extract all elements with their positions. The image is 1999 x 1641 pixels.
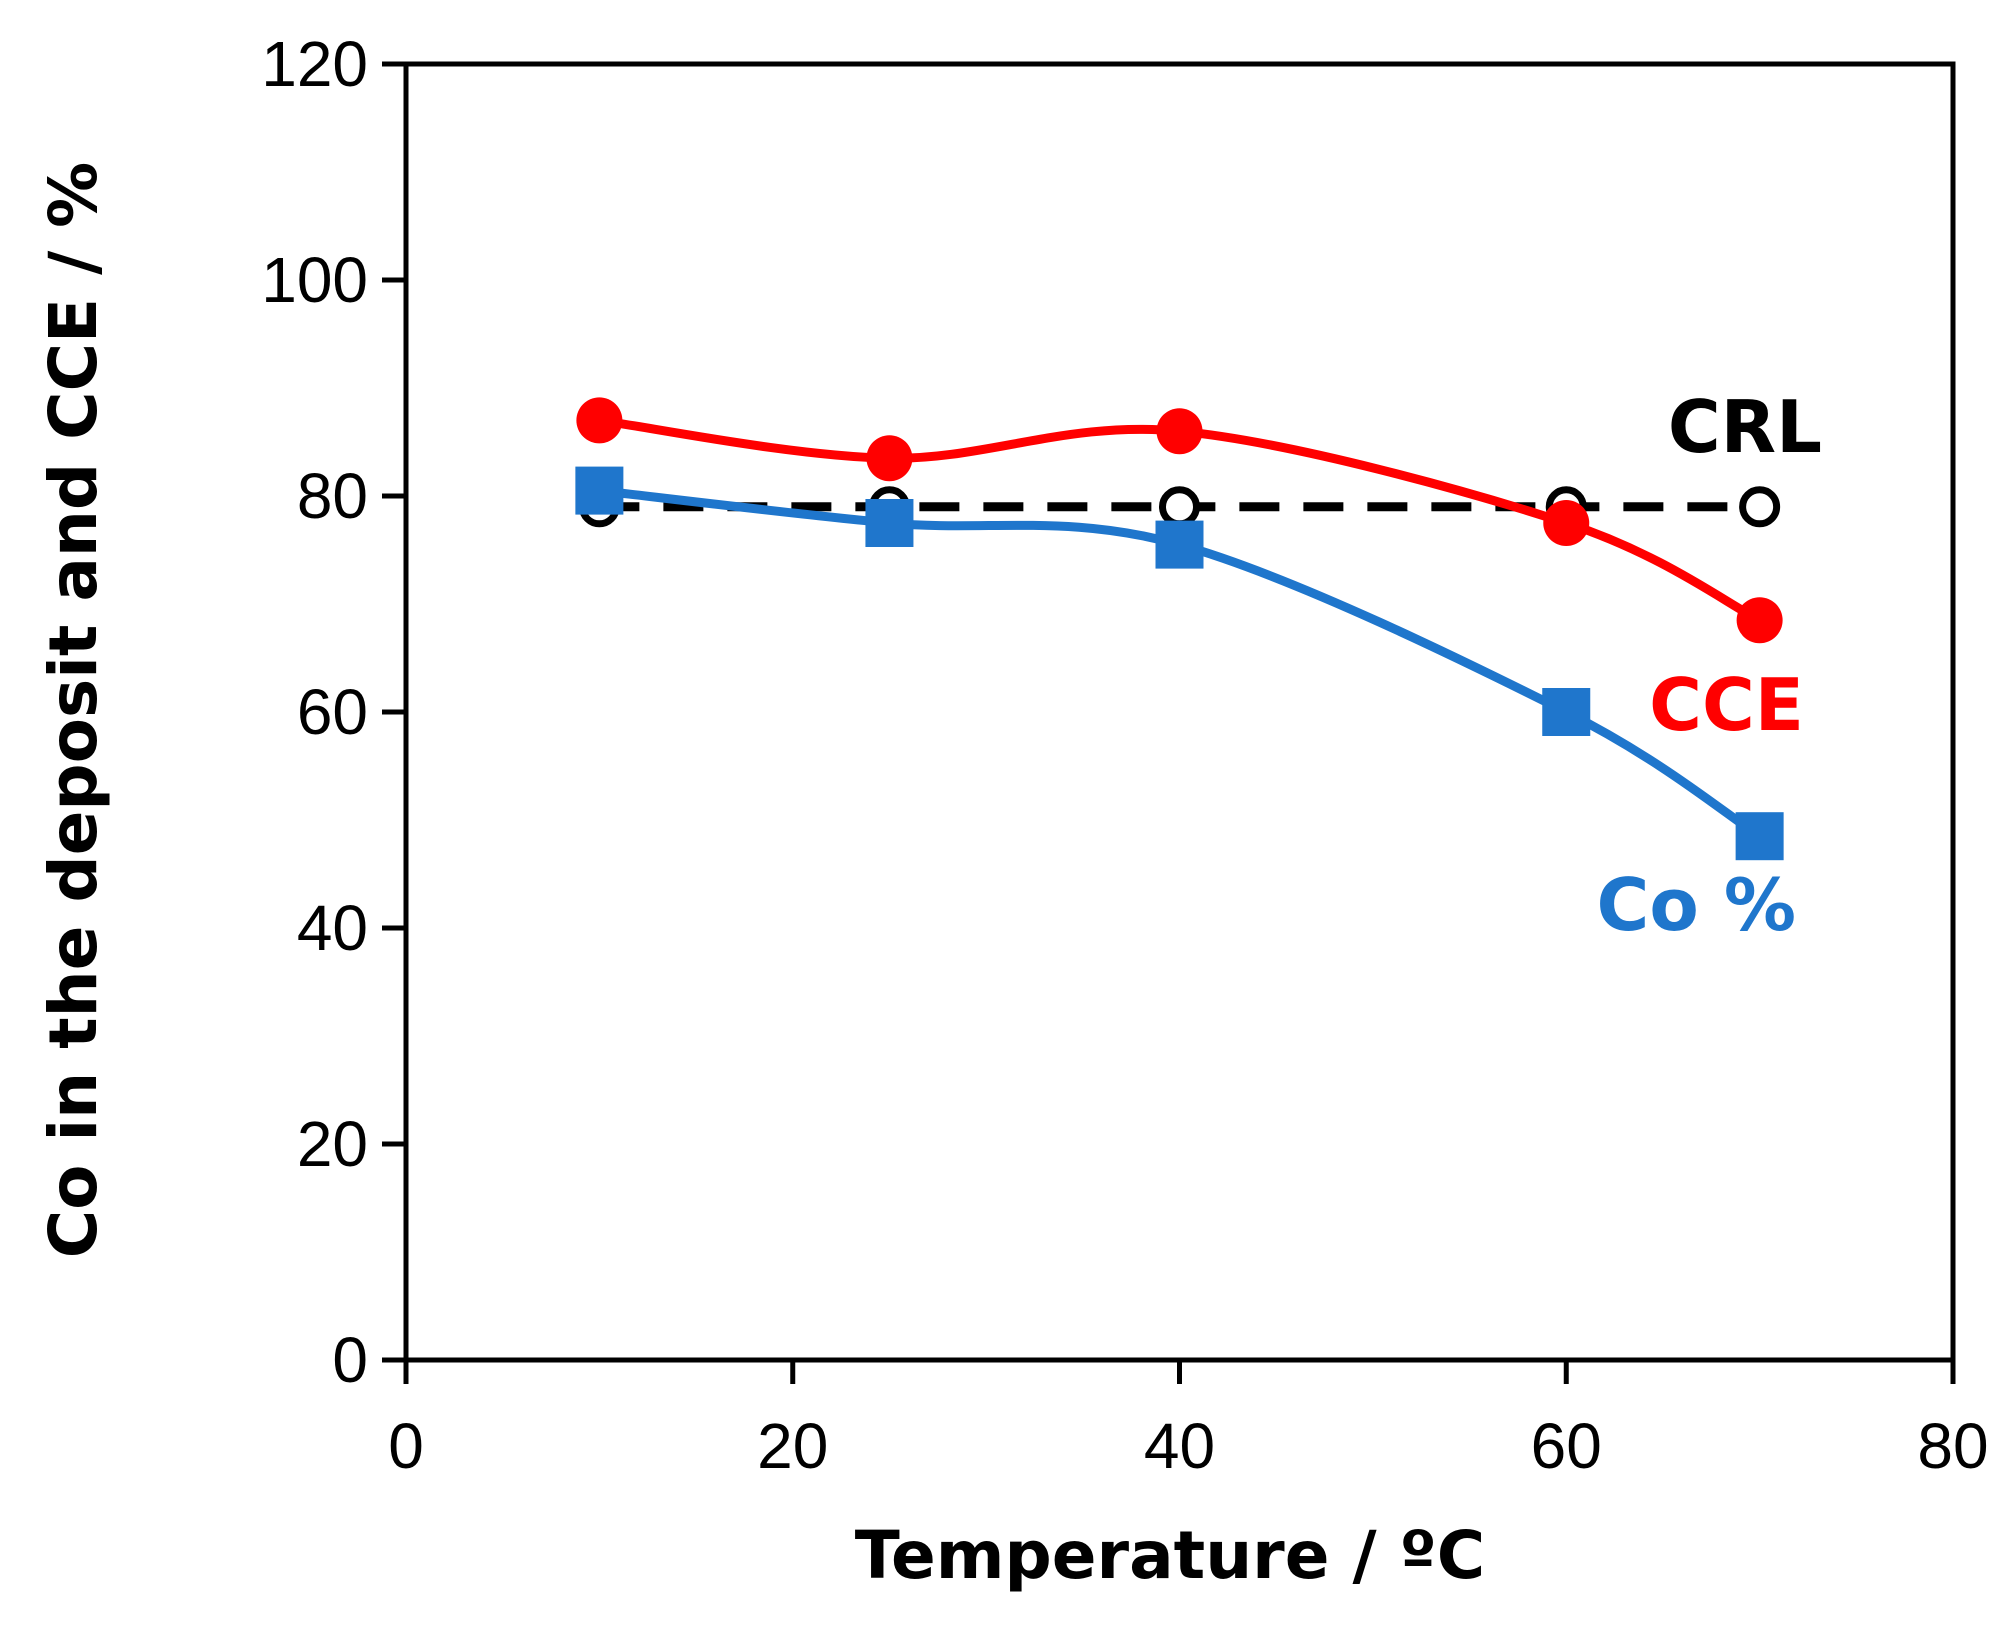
data-point-crl	[1739, 486, 1781, 528]
data-point-co	[575, 466, 624, 515]
series-label-co: Co %	[1596, 863, 1796, 947]
data-point-co	[1155, 520, 1204, 569]
x-tick-label: 0	[388, 1410, 424, 1482]
y-tick-label: 40	[297, 892, 368, 964]
data-point-cce	[576, 397, 623, 444]
x-tick-label: 80	[1917, 1410, 1988, 1482]
y-axis-title: Co in the deposit and CCE / %	[35, 162, 112, 1259]
data-point-cce	[1736, 597, 1783, 644]
x-tick-label: 60	[1531, 1410, 1602, 1482]
x-tick-label: 20	[757, 1410, 828, 1482]
y-tick-label: 20	[297, 1108, 368, 1180]
data-point-cce	[1543, 500, 1590, 546]
data-point-cce	[866, 435, 913, 482]
series-label-cce: CCE	[1649, 663, 1804, 747]
y-tick-label: 100	[261, 244, 368, 316]
y-tick-label: 0	[332, 1324, 368, 1396]
data-point-crl	[1159, 486, 1200, 528]
data-point-cce	[1156, 408, 1203, 455]
x-tick-label: 40	[1144, 1410, 1215, 1482]
data-point-co	[1542, 688, 1591, 736]
data-point-co	[1735, 812, 1784, 861]
x-axis-title: Temperature / ºC	[855, 1517, 1485, 1594]
series-label-crl: CRL	[1668, 385, 1822, 469]
y-tick-label: 80	[297, 460, 368, 532]
y-tick-label: 60	[297, 676, 368, 748]
plot-layer: 0 20 40 60 80 100 120 0 20 40 60 80 CCE Co % CRL	[261, 28, 1988, 1482]
y-tick-label: 120	[261, 28, 368, 100]
data-point-co	[865, 499, 914, 547]
